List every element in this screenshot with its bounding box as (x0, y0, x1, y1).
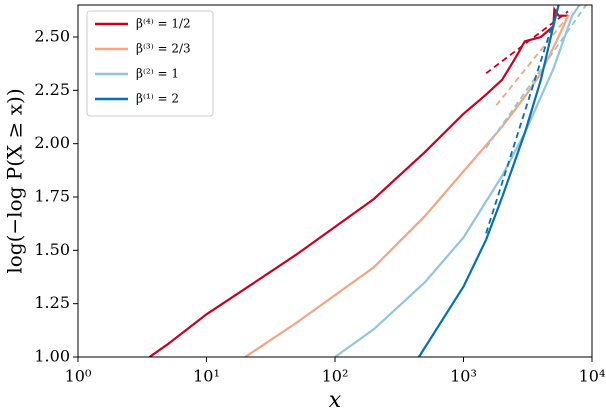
x-tick-label: 10⁰ (65, 367, 92, 386)
series-line (417, 5, 560, 357)
plot-area (148, 5, 587, 357)
y-tick-label: 1.75 (34, 187, 70, 206)
legend-label: β⁽³⁾ = 2/3 (136, 42, 191, 56)
y-tick-label: 2.00 (34, 133, 70, 152)
y-tick-label: 1.25 (34, 293, 70, 312)
x-tick-label: 10¹ (193, 367, 220, 386)
legend-box (86, 10, 214, 117)
series-line (334, 5, 581, 357)
series-line (244, 15, 570, 357)
x-tick-label: 10³ (450, 367, 477, 386)
y-tick-label: 1.00 (34, 347, 70, 366)
fit-line (485, 5, 560, 234)
fit-line (485, 5, 587, 149)
legend-label: β⁽⁴⁾ = 1/2 (136, 17, 191, 31)
x-tick-label: 10² (322, 367, 349, 386)
fit-line (495, 10, 573, 106)
y-tick-label: 1.50 (34, 240, 70, 259)
x-axis-label: x (329, 388, 342, 412)
legend-label: β⁽²⁾ = 1 (136, 67, 179, 81)
y-axis-label: log(−log P(X ≥ x)) (3, 88, 27, 273)
y-tick-label: 2.25 (34, 80, 70, 99)
x-tick-label: 10⁴ (579, 367, 606, 386)
y-tick-label: 2.50 (34, 27, 70, 46)
legend-label: β⁽¹⁾ = 2 (136, 92, 179, 106)
